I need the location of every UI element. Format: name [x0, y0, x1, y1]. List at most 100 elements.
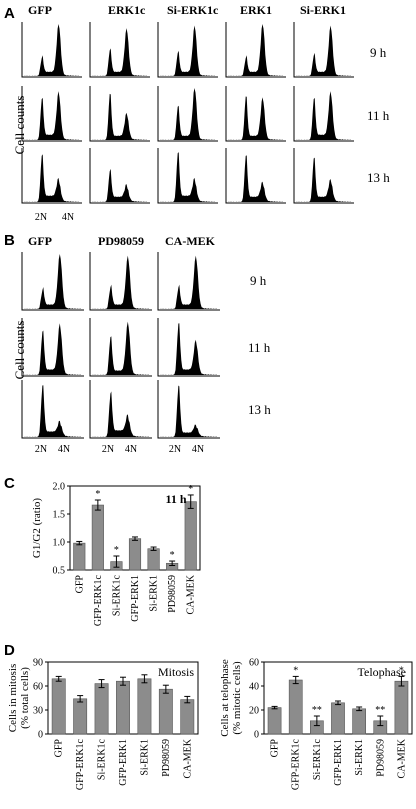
bar	[128, 538, 142, 571]
panel-letter-c: C	[4, 475, 15, 492]
histogram-frame	[89, 22, 150, 78]
panel-b-col-header: CA-MEK	[165, 234, 216, 248]
bar	[331, 702, 345, 735]
x-tick-label: PD98059	[167, 575, 178, 613]
x-tick-label: CA-MEK	[186, 574, 197, 614]
panel-b-ylabel: Cell counts	[12, 321, 27, 380]
histogram-frame	[89, 380, 152, 439]
panel-a-time-label: 11 h	[367, 108, 390, 123]
x-tick-label: Si-ERK1	[139, 739, 150, 776]
histogram-trace	[24, 91, 80, 140]
x-tick-label: Si-ERK1c	[97, 738, 108, 780]
y-tick-label: 90	[33, 658, 43, 669]
histogram-frame	[89, 318, 152, 377]
panel-a-col-header: ERK1c	[108, 3, 146, 17]
significance-mark: *	[170, 550, 175, 561]
bar-charts: 0.5 1.0 1.5 2.0 GFP * GFP-ERK1c * Si-ERK1c GFP-ER…	[7, 482, 413, 790]
panel-a-time-label: 13 h	[367, 170, 390, 185]
x-tick-label: Si-ERK1c	[111, 574, 122, 616]
x-tick-label: CA-MEK	[182, 738, 193, 778]
histogram-frame	[21, 22, 82, 78]
y-axis-title: (% mitotic cells)	[231, 661, 243, 735]
y-axis-title: G1/G2 (ratio)	[31, 498, 43, 559]
panel-b-col-header: PD98059	[98, 234, 144, 248]
histogram-trace	[296, 25, 352, 76]
bar	[158, 688, 173, 735]
panel-b-xtick: 2N	[169, 444, 181, 455]
histogram-frame	[157, 22, 218, 78]
x-tick-label: Si-ERK1	[354, 739, 365, 776]
y-tick-label: 1.0	[53, 538, 66, 549]
histogram-frame	[89, 252, 152, 311]
bar	[94, 683, 109, 735]
bar	[352, 708, 366, 735]
histogram-frame	[89, 148, 150, 204]
x-tick-label: GFP	[54, 739, 65, 758]
histogram-panels	[21, 22, 354, 439]
histogram-trace	[24, 154, 80, 202]
bar	[184, 501, 197, 571]
histogram-frame	[157, 86, 218, 142]
panel-a-xtick: 2N	[35, 212, 47, 223]
x-tick-label: GFP-ERK1	[333, 739, 344, 786]
histogram-trace	[160, 255, 218, 309]
chart-title: Telophase	[358, 665, 406, 679]
x-tick-label: GFP-ERK1	[118, 739, 129, 786]
significance-mark: *	[114, 545, 119, 556]
x-tick-label: CA-MEK	[396, 738, 407, 778]
x-tick-label: GFP-ERK1c	[93, 574, 104, 626]
panel-b-time-label: 11 h	[248, 340, 271, 355]
y-tick-label: 60	[249, 658, 259, 669]
y-axis-title: Cells at telophase	[219, 659, 231, 737]
significance-mark: *	[293, 665, 298, 676]
panel-a-ylabel: Cell counts	[12, 96, 27, 155]
panel-b-xtick: 2N	[35, 444, 47, 455]
y-tick-label: 2.0	[53, 482, 66, 493]
panel-b-time-label: 9 h	[250, 273, 267, 288]
significance-mark: **	[312, 705, 322, 716]
histogram-trace	[160, 323, 218, 375]
histogram-trace	[24, 254, 82, 309]
histogram-trace	[24, 385, 82, 437]
histogram-trace	[24, 323, 82, 375]
y-axis-title: Cells in mitosis	[7, 664, 19, 732]
y-tick-label: 1.5	[53, 510, 66, 521]
histogram-frame	[225, 22, 286, 78]
panel-b-time-label: 13 h	[248, 402, 271, 417]
panel-a-col-header: Si-ERK1c	[167, 3, 219, 17]
x-tick-label: GFP	[74, 575, 85, 594]
significance-mark: **	[375, 705, 385, 716]
panel-b-xtick: 4N	[125, 444, 137, 455]
significance-mark: *	[399, 665, 404, 676]
panel-b-xtick: 4N	[58, 444, 70, 455]
histogram-frame	[89, 86, 150, 142]
y-tick-label: 30	[33, 706, 43, 717]
y-tick-label: 20	[249, 706, 259, 717]
x-tick-label: Si-ERK1c	[312, 738, 323, 780]
histogram-trace	[92, 28, 148, 77]
bar	[73, 698, 88, 735]
histogram-trace	[92, 168, 148, 202]
histogram-frame	[225, 86, 286, 142]
panel-a-xtick: 4N	[62, 212, 74, 223]
x-tick-label: PD98059	[161, 739, 172, 777]
histogram-frame	[293, 148, 354, 204]
x-tick-label: Si-ERK1	[149, 575, 160, 612]
bar	[394, 680, 409, 735]
significance-mark: *	[95, 489, 100, 500]
histogram-trace	[228, 96, 284, 140]
bar	[267, 707, 282, 735]
histogram-trace	[160, 385, 218, 437]
histogram-frame	[225, 148, 286, 204]
y-tick-label: 0	[38, 730, 43, 741]
bar	[288, 679, 303, 735]
histogram-frame	[157, 318, 220, 377]
histogram-trace	[228, 24, 284, 76]
bar	[116, 680, 130, 735]
histogram-trace	[92, 93, 148, 140]
chart-annotation: 11 h	[165, 492, 186, 506]
panel-letter-b: B	[4, 232, 15, 249]
histogram-frame	[21, 148, 82, 204]
histogram-trace	[160, 88, 216, 140]
histogram-frame	[293, 22, 354, 78]
